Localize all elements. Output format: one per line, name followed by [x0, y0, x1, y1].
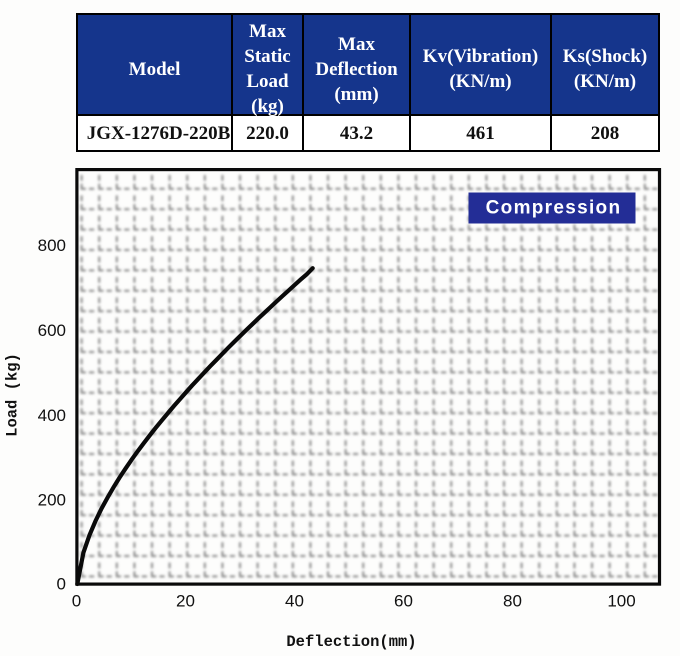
svg-text:60: 60 — [394, 592, 413, 611]
svg-text:0: 0 — [57, 575, 66, 594]
svg-text:0: 0 — [72, 592, 81, 611]
svg-text:20: 20 — [176, 592, 195, 611]
svg-text:Deflection(mm): Deflection(mm) — [286, 633, 416, 651]
svg-text:40: 40 — [285, 592, 304, 611]
svg-text:80: 80 — [503, 592, 522, 611]
svg-text:400: 400 — [38, 406, 66, 425]
svg-text:Load (kg): Load (kg) — [4, 353, 22, 437]
svg-text:800: 800 — [38, 236, 66, 255]
svg-text:Compression: Compression — [486, 198, 622, 219]
svg-text:200: 200 — [38, 491, 66, 510]
svg-text:100: 100 — [607, 592, 635, 611]
svg-text:600: 600 — [38, 321, 66, 340]
